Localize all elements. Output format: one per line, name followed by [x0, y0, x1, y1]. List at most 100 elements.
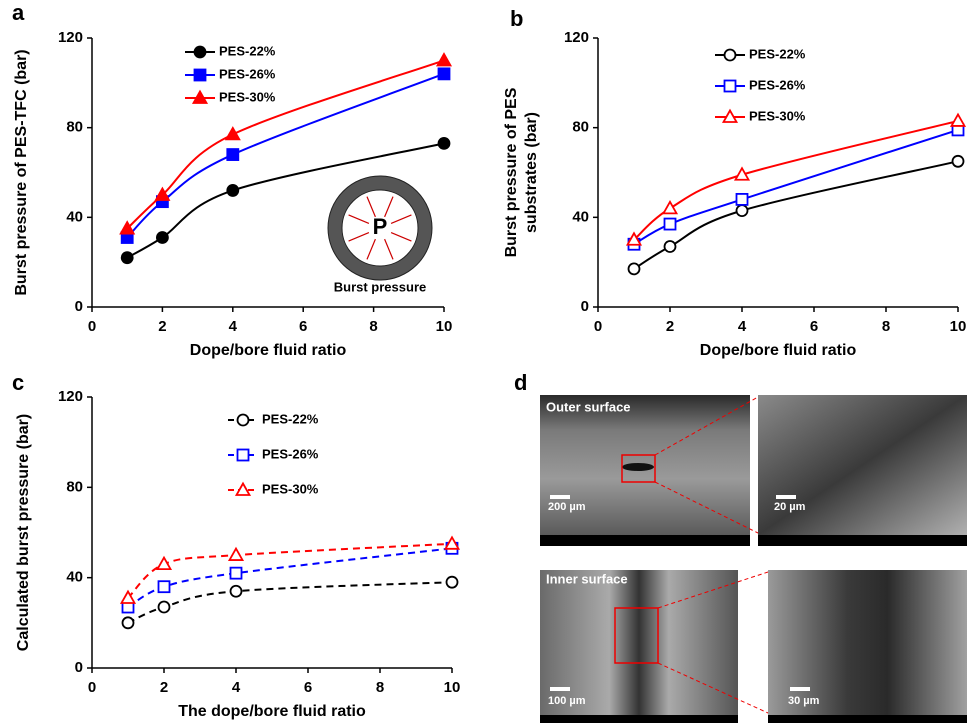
marker	[735, 204, 749, 218]
sem-image	[540, 570, 738, 715]
x-tick-label: 10	[444, 679, 461, 696]
chart: b 0 40 80 120 0 2 4 6 8 10 Dope/bore fluid ratio Bur…	[503, 6, 966, 359]
legend-label: PES-26%	[219, 66, 276, 81]
legend-label: PES-30%	[749, 108, 806, 123]
marker	[951, 154, 965, 168]
series-line	[126, 142, 445, 259]
legend-marker	[193, 68, 207, 82]
defect	[622, 463, 654, 471]
marker	[226, 148, 240, 161]
x-tick-label: 2	[158, 318, 166, 335]
legend-marker	[721, 108, 739, 123]
sem-info-bar	[768, 715, 967, 723]
inset-arrow	[384, 196, 394, 218]
zoom-line	[657, 571, 769, 609]
y-tick-label: 120	[564, 29, 589, 46]
x-tick-label: 4	[232, 679, 241, 696]
marker	[735, 192, 749, 206]
legend-label: PES-30%	[262, 481, 319, 496]
inset-arrow	[366, 238, 376, 260]
scale-label: 200 µm	[548, 501, 586, 513]
marker	[661, 200, 679, 215]
inset-bore	[341, 189, 419, 267]
series-line	[127, 542, 453, 599]
legend-label: PES-22%	[749, 46, 806, 61]
marker	[157, 600, 171, 614]
panel-label: a	[12, 0, 25, 25]
marker	[445, 575, 459, 589]
series-line	[126, 72, 445, 239]
x-tick-label: 6	[810, 318, 818, 335]
x-tick-label: 10	[950, 318, 967, 335]
series-line	[633, 160, 959, 270]
legend-marker	[193, 45, 207, 59]
marker	[437, 67, 451, 81]
y-tick-label: 40	[66, 569, 83, 586]
scale-bar	[550, 495, 570, 499]
marker	[443, 535, 461, 550]
marker	[227, 546, 245, 561]
marker	[121, 616, 135, 630]
x-tick-label: 2	[160, 679, 168, 696]
scale-bar	[790, 687, 810, 691]
marker	[625, 231, 643, 246]
series-line	[126, 59, 445, 230]
y-tick-label: 80	[66, 478, 83, 495]
x-tick-label: 10	[436, 318, 453, 335]
x-tick-label: 0	[88, 679, 96, 696]
x-tick-label: 4	[738, 318, 747, 335]
legend-marker	[723, 48, 737, 62]
y-tick-label: 80	[66, 119, 83, 136]
y-axis-label: Burst pressure of PES	[503, 87, 520, 257]
scale-bar	[776, 495, 796, 499]
marker	[157, 580, 171, 594]
marker	[119, 220, 136, 235]
marker	[437, 136, 451, 150]
series-line	[633, 128, 959, 246]
marker	[226, 184, 240, 197]
legend-label: PES-22%	[262, 411, 319, 426]
x-tick-label: 8	[882, 318, 890, 335]
x-tick-label: 0	[594, 318, 602, 335]
x-tick-label: 8	[376, 679, 384, 696]
legend-marker	[723, 79, 737, 93]
y-tick-label: 80	[572, 119, 589, 136]
zoom-box	[614, 607, 659, 664]
legend-label: PES-26%	[262, 446, 319, 461]
x-tick-label: 8	[369, 318, 377, 335]
marker	[155, 231, 169, 244]
marker	[229, 566, 243, 580]
x-axis-label: The dope/bore fluid ratio	[178, 703, 366, 720]
x-tick-label: 4	[229, 318, 238, 335]
x-tick-label: 2	[666, 318, 674, 335]
image-caption: Inner surface	[546, 571, 628, 586]
sem-image	[758, 395, 967, 535]
marker	[435, 52, 453, 67]
zoom-line	[657, 662, 769, 714]
y-axis-label: Calculated burst pressure (bar)	[15, 414, 32, 651]
series-line	[127, 581, 453, 624]
y-tick-label: 40	[572, 208, 589, 225]
sem-info-bar	[758, 535, 967, 546]
x-tick-label: 6	[304, 679, 312, 696]
image-caption: Outer surface	[546, 399, 631, 414]
inset-arrow	[348, 214, 370, 224]
panel-label: d	[514, 370, 527, 395]
zoom-line	[654, 396, 759, 456]
x-axis-label: Dope/bore fluid ratio	[700, 342, 857, 359]
inset-arrow	[384, 238, 394, 260]
scale-bar	[550, 687, 570, 691]
inset-arrow	[366, 196, 376, 218]
x-tick-label: 0	[88, 318, 96, 335]
scale-label: 30 µm	[788, 695, 820, 707]
sem-images: Outer surface 200 µm 20 µm Inner surface…	[540, 395, 967, 723]
marker	[949, 112, 967, 127]
legend-marker	[236, 448, 250, 462]
inset-arrow	[390, 214, 412, 224]
y-tick-label: 40	[66, 208, 83, 225]
legend-label: PES-30%	[219, 89, 276, 104]
chart: a 0 40 80 120 0 2 4 6 8 10 Dope/bore fluid ratio Bur…	[12, 0, 452, 359]
chart: c 0 40 80 120 0 2 4 6 8 10 The dope/bore fluid rati…	[12, 370, 460, 720]
y-axis-label: Burst pressure of PES-TFC (bar)	[13, 49, 30, 295]
inset-symbol: P	[373, 214, 388, 239]
